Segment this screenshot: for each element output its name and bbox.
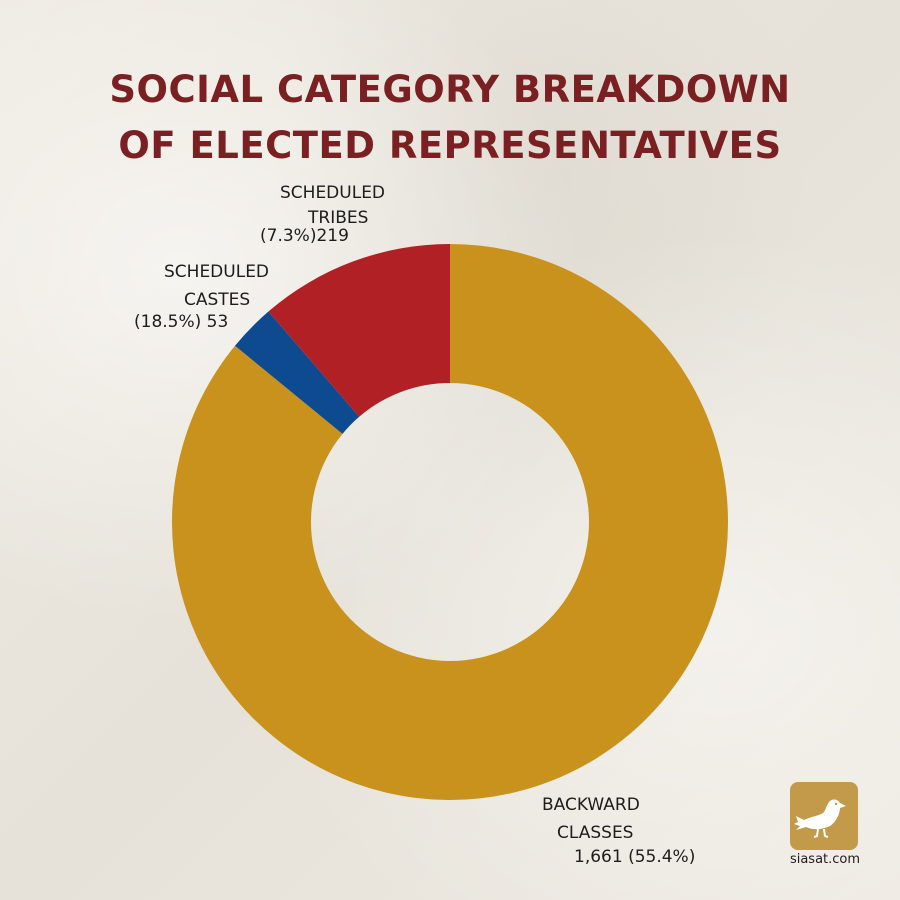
- label-scheduled-tribes: SCHEDULED TRIBES (7.3%)219: [260, 180, 386, 249]
- label-scheduled-tribes-value: (7.3%)219: [260, 226, 349, 246]
- label-scheduled-castes-value: (18.5%) 53: [134, 312, 229, 332]
- chart-title-line2: OF ELECTED REPRESENTATIVES: [118, 124, 782, 167]
- label-backward-classes-line1: BACKWARD: [542, 795, 640, 815]
- label-scheduled-tribes-line2: TRIBES: [308, 208, 369, 228]
- label-backward-classes: BACKWARD CLASSES 1,661 (55.4%): [542, 792, 695, 870]
- label-scheduled-tribes-line1: SCHEDULED: [280, 183, 386, 203]
- chart-title-line1: SOCIAL CATEGORY BREAKDOWN: [109, 68, 791, 111]
- slice-scheduled-castes: [235, 311, 360, 434]
- chart-title: SOCIAL CATEGORY BREAKDOWN OF ELECTED REP…: [0, 62, 900, 174]
- slice-backward-classes: [172, 244, 729, 801]
- label-scheduled-castes-line1: SCHEDULED: [164, 262, 270, 282]
- label-backward-classes-value: 1,661 (55.4%): [574, 847, 696, 867]
- label-scheduled-castes: SCHEDULED CASTES (18.5%) 53: [134, 259, 270, 335]
- siasat-logo[interactable]: [790, 782, 858, 850]
- label-scheduled-castes-line2: CASTES: [184, 290, 251, 310]
- label-backward-classes-line2: CLASSES: [557, 823, 634, 843]
- slice-scheduled-tribes: [268, 244, 450, 417]
- siasat-site-text[interactable]: siasat.com: [789, 852, 861, 867]
- dove-icon: [794, 799, 846, 838]
